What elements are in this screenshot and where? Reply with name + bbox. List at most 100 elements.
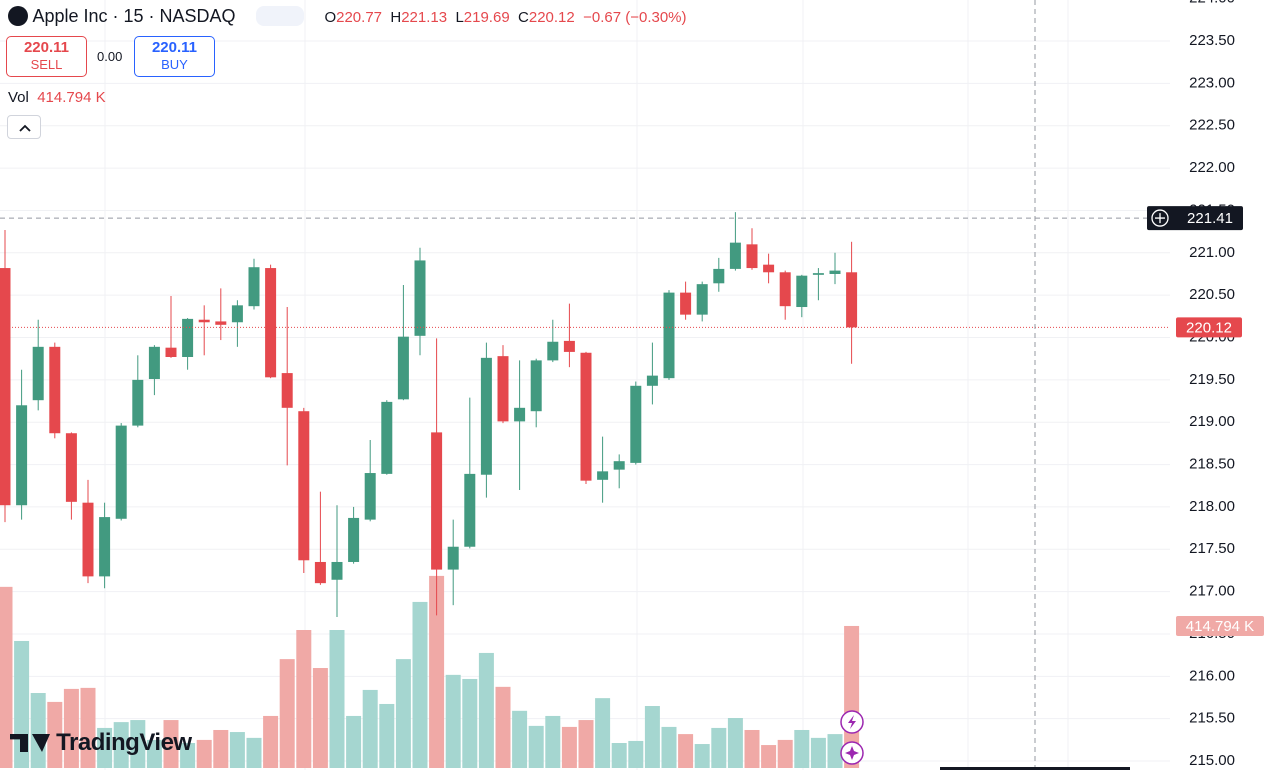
y-tick-label: 222.50 <box>1189 117 1235 134</box>
volume-bar <box>312 668 328 768</box>
last-price-label: 220.12 <box>1186 319 1232 336</box>
volume-bar <box>462 678 478 768</box>
candle-body <box>397 336 409 400</box>
volume-bar <box>163 720 179 768</box>
last-price-badge <box>1176 317 1242 338</box>
candle-body <box>663 292 675 379</box>
candle-body <box>480 357 492 475</box>
candle-body <box>348 517 360 562</box>
candle-body <box>364 473 376 520</box>
tradingview-logo: TradingView <box>10 729 192 757</box>
y-tick-label: 217.50 <box>1189 540 1235 557</box>
volume-bar <box>0 586 13 768</box>
volume-bar <box>661 726 677 768</box>
volume-bar <box>445 674 461 768</box>
volume-bar <box>810 737 826 768</box>
vol-label: Vol <box>8 89 29 106</box>
y-tick-label: 219.50 <box>1189 371 1235 388</box>
volume-bar <box>561 726 577 768</box>
collapse-button[interactable] <box>7 115 41 139</box>
y-tick-label: 217.00 <box>1189 583 1235 600</box>
buy-label: BUY <box>161 57 188 72</box>
volume-bar <box>246 737 262 768</box>
y-tick-label: 218.00 <box>1189 498 1235 515</box>
logo-mark <box>10 734 50 752</box>
vertical-grid <box>104 0 1069 770</box>
vol-value: 414.794 K <box>37 89 106 106</box>
volume-bar <box>229 732 245 768</box>
volume-bar <box>97 727 113 768</box>
volume-bar <box>180 743 196 768</box>
volume-bar <box>694 744 710 768</box>
volume-badge-label: 414.794 K <box>1186 618 1254 635</box>
candle-body <box>630 385 642 463</box>
volume-bar <box>578 720 594 768</box>
volume-bar <box>395 659 411 768</box>
volume-bar <box>512 710 528 768</box>
candle-body <box>115 425 127 519</box>
volume-bar <box>429 575 445 768</box>
candle-body <box>497 356 509 422</box>
sell-button[interactable]: 220.11 SELL <box>6 36 87 77</box>
l-label: L <box>455 9 464 26</box>
volume-bar <box>113 722 129 768</box>
candle-body <box>49 346 61 434</box>
volume-bar <box>628 740 644 768</box>
volume-bar <box>279 659 295 768</box>
candles <box>0 212 858 618</box>
candle-body <box>796 275 808 308</box>
candle-body <box>563 340 575 352</box>
status-badge[interactable] <box>256 6 304 26</box>
symbol: Apple Inc · 15 · NASDAQ <box>32 6 236 26</box>
event-icons <box>840 710 864 765</box>
candle-body <box>763 264 775 273</box>
candle-body <box>265 268 277 378</box>
candle-body <box>16 405 28 506</box>
candle-body <box>198 319 210 323</box>
sell-label: SELL <box>30 57 63 72</box>
volume-bar <box>777 739 793 768</box>
overlay: 220.12 414.794 K 221.41 <box>0 206 1264 636</box>
volume-bar <box>644 706 660 768</box>
close: 220.12 <box>528 9 575 26</box>
volume-bar <box>263 715 279 768</box>
logo-text: TradingView <box>56 729 192 756</box>
candle-body <box>696 284 708 315</box>
volume-bar <box>146 739 162 768</box>
candle-body <box>281 373 293 408</box>
volume-bar <box>412 601 428 768</box>
buy-button[interactable]: 220.11 BUY <box>134 36 215 77</box>
volume-bar <box>761 745 777 768</box>
volume-bar <box>63 688 79 768</box>
h-label: H <box>390 9 402 26</box>
sell-price: 220.11 <box>23 39 70 56</box>
candle-body <box>215 321 227 325</box>
candle-body <box>812 273 824 275</box>
y-tick-label: 222.00 <box>1189 159 1235 176</box>
volume-bar <box>329 630 345 768</box>
volume-bar <box>495 686 511 768</box>
volume-bar <box>362 689 378 768</box>
candle-body <box>646 375 658 386</box>
candle-body <box>447 546 459 570</box>
volume-bar <box>678 734 694 768</box>
scrollbar <box>940 767 1130 770</box>
candle-body <box>414 260 426 336</box>
y-tick-label: 223.00 <box>1189 74 1235 91</box>
volume-bar <box>379 703 395 768</box>
candle-body <box>713 268 725 284</box>
crosshair-plus-sign <box>1155 213 1165 224</box>
high: 221.13 <box>401 9 448 26</box>
y-tick-label: 218.50 <box>1189 456 1235 473</box>
volume-bar <box>595 698 611 768</box>
legend-row: Apple Inc · 15 · NASDAQ O220.77 H221.13 … <box>8 6 687 27</box>
y-tick-label: 224.00 <box>1189 0 1235 7</box>
chevron <box>19 124 31 132</box>
volume-pane <box>0 575 860 768</box>
y-tick-label: 215.00 <box>1189 752 1235 769</box>
y-tick-label: 221.00 <box>1189 244 1235 261</box>
candle-body <box>746 244 758 269</box>
candle-body <box>514 407 526 422</box>
candle-body <box>165 347 177 357</box>
